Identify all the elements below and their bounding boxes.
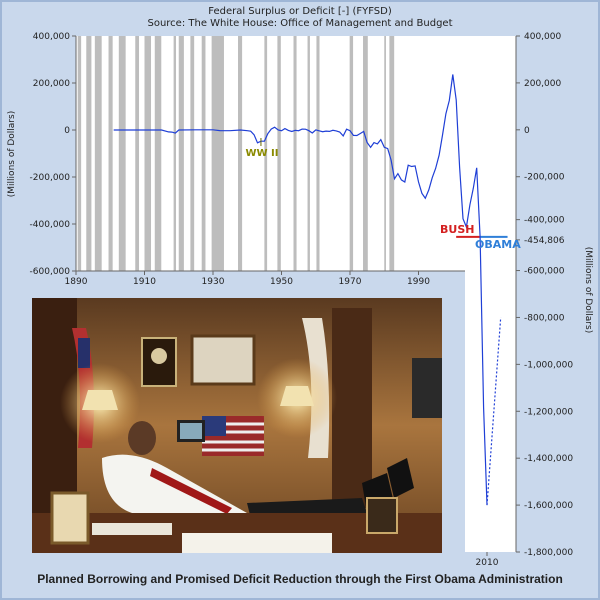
x-ticks: 1890 1910 1930 1950 1970 1990 2010 — [65, 271, 499, 568]
bush-label: BUSH — [440, 223, 474, 236]
obama-label: OBAMA — [475, 238, 521, 251]
recession-band — [349, 36, 354, 271]
extension-strip — [465, 36, 516, 552]
right-y-ticks: 400,000 200,000 0 -200,000 -400,000 -454,806 -… — [516, 32, 573, 558]
recession-band — [293, 36, 297, 271]
right-tick-label: -1,600,000 — [524, 501, 573, 511]
office-photo-icon — [32, 298, 442, 553]
recession-band — [238, 36, 243, 271]
left-tick-label: -600,000 — [30, 267, 71, 277]
x-tick-label: 1930 — [202, 277, 225, 287]
x-tick-label: 1970 — [339, 277, 362, 287]
left-y-ticks: 400,000 200,000 0 -200,000 -400,000 -600,000 — [30, 32, 76, 277]
deficit-line — [113, 74, 488, 506]
y-label-left: (Millions of Dollars) — [7, 111, 17, 197]
recession-bands — [77, 36, 395, 271]
left-tick-label: -200,000 — [30, 173, 71, 183]
right-tick-label: 400,000 — [524, 32, 561, 42]
right-tick-label: 0 — [524, 126, 530, 136]
recession-band — [94, 36, 102, 271]
x-tick-label: 2010 — [476, 558, 499, 568]
recession-band — [363, 36, 368, 271]
recession-band — [190, 36, 195, 271]
recession-band — [264, 36, 268, 271]
right-tick-label: -1,800,000 — [524, 548, 573, 558]
x-tick-label: 1990 — [407, 277, 430, 287]
recession-band — [277, 36, 281, 271]
right-tick-label: -454,806 — [524, 236, 565, 246]
x-tick-label: 1950 — [270, 277, 293, 287]
left-tick-label: 0 — [64, 126, 70, 136]
chart-subtitle: Source: The White House: Office of Manag… — [147, 18, 452, 29]
right-tick-label: 200,000 — [524, 79, 561, 89]
caption: Planned Borrowing and Promised Deficit R… — [37, 572, 563, 586]
recession-band — [86, 36, 92, 271]
x-tick-label: 1890 — [65, 277, 88, 287]
x-tick-label: 1910 — [133, 277, 156, 287]
ww2-label: WW II — [246, 148, 279, 159]
left-tick-label: 400,000 — [33, 32, 70, 42]
recession-band — [108, 36, 113, 271]
projection-line — [486, 317, 502, 506]
recession-band — [154, 36, 162, 271]
recession-band — [118, 36, 126, 271]
recession-band — [144, 36, 152, 271]
right-tick-label: -800,000 — [524, 313, 565, 323]
recession-band — [201, 36, 206, 271]
recession-band — [389, 36, 395, 271]
right-tick-label: -1,400,000 — [524, 454, 573, 464]
office-photo — [32, 298, 442, 553]
recession-band — [384, 36, 386, 271]
right-tick-label: -1,200,000 — [524, 407, 573, 417]
recession-band — [316, 36, 320, 271]
recession-band — [77, 36, 82, 271]
left-tick-label: -400,000 — [30, 220, 71, 230]
y-label-right: (Millions of Dollars) — [583, 247, 593, 333]
right-tick-label: -1,000,000 — [524, 360, 573, 370]
recession-band — [178, 36, 184, 271]
chart-title: Federal Surplus or Deficit [-] (FYFSD) — [208, 6, 392, 17]
recession-band — [211, 36, 224, 271]
recession-band — [173, 36, 177, 271]
recession-band — [307, 36, 310, 271]
series-group — [113, 74, 502, 506]
right-tick-label: -400,000 — [524, 216, 565, 226]
right-tick-label: -200,000 — [524, 173, 565, 183]
left-tick-label: 200,000 — [33, 79, 70, 89]
recession-band — [135, 36, 140, 271]
right-tick-label: -600,000 — [524, 267, 565, 277]
